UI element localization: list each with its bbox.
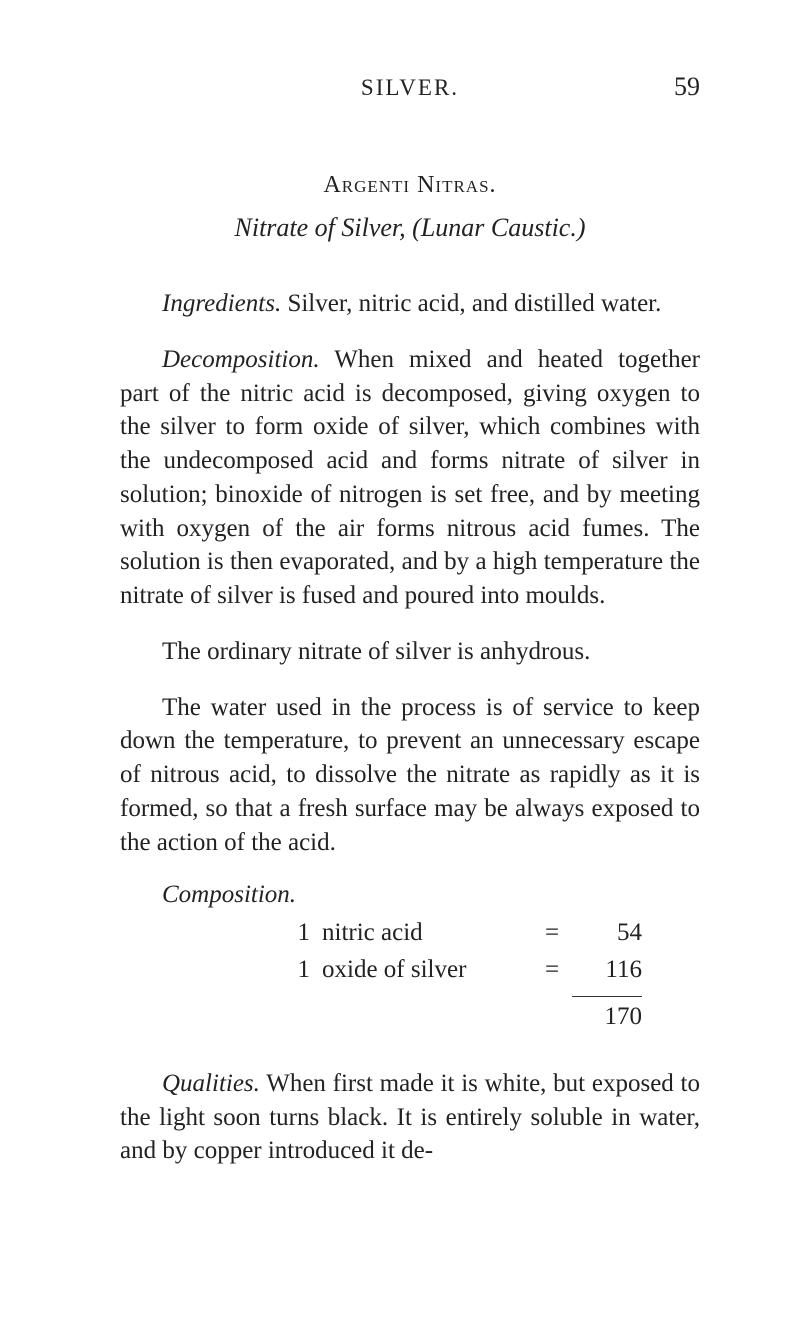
page-number: 59	[640, 72, 700, 102]
composition-row: 1 oxide of silver = 116	[280, 952, 700, 988]
composition-eq: =	[532, 915, 572, 951]
composition-qty: 1	[280, 915, 310, 951]
composition-qty: 1	[280, 952, 310, 988]
ingredients-body: Silver, nitric acid, and distilled water…	[281, 290, 661, 317]
paragraph-decomposition: Decomposition. When mixed and heated tog…	[120, 343, 700, 613]
running-head: SILVER. 59	[120, 72, 700, 102]
running-head-title: SILVER.	[180, 75, 640, 101]
paragraph-qualities: Qualities. When first made it is white, …	[120, 1067, 700, 1168]
composition-value: 54	[572, 915, 642, 951]
composition-row: 1 nitric acid = 54	[280, 915, 700, 951]
composition-value: 116	[572, 952, 642, 988]
paragraph-water: The water used in the process is of serv…	[120, 691, 700, 860]
composition-total: 170	[572, 1003, 642, 1031]
paragraph-ordinary: The ordinary nitrate of silver is anhydr…	[120, 635, 700, 669]
qualities-lead: Qualities.	[162, 1070, 260, 1097]
ingredients-lead: Ingredients.	[162, 290, 281, 317]
paragraph-ingredients: Ingredients. Silver, nitric acid, and di…	[120, 287, 700, 321]
composition-item: oxide of silver	[322, 952, 532, 988]
section-subtitle: Nitrate of Silver, (Lunar Caustic.)	[120, 213, 700, 243]
decomposition-lead: Decomposition.	[162, 346, 320, 373]
composition-eq: =	[532, 952, 572, 988]
composition-item: nitric acid	[322, 915, 532, 951]
decomposition-body: When mixed and heated together part of t…	[120, 346, 700, 609]
section-title: Argenti Nitras.	[120, 172, 700, 199]
composition-block: Composition. 1 nitric acid = 54 1 oxide …	[120, 881, 700, 1031]
page: SILVER. 59 Argenti Nitras. Nitrate of Si…	[0, 0, 800, 1335]
composition-heading: Composition.	[120, 881, 700, 909]
composition-rule	[572, 996, 642, 997]
